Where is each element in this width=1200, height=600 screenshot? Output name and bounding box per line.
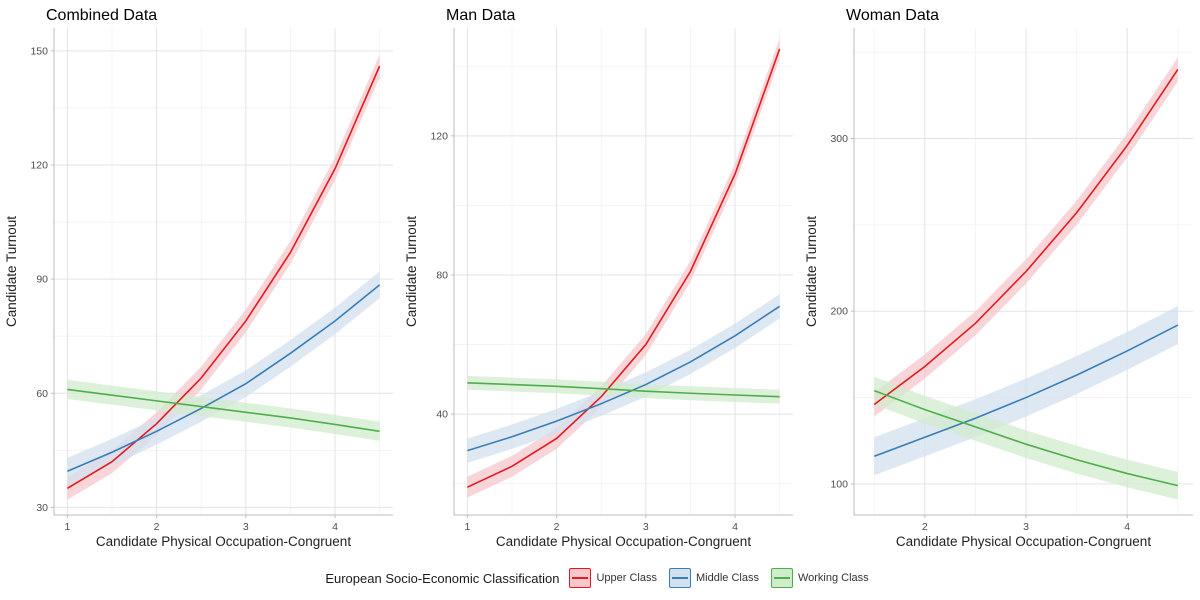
line-working-class <box>67 388 380 433</box>
y-tick-label: 200 <box>830 306 848 318</box>
legend-item-middle-class: Middle Class <box>668 568 759 588</box>
x-tick-label: 4 <box>1124 521 1130 533</box>
legend: European Socio-Economic Classification U… <box>0 564 1200 592</box>
panel-combined-data: 1 2 3 4 30 60 90 120 150 Combined Data Candidate P… <box>4 7 393 549</box>
panel-woman-data: 2 3 4 100 200 300 Woman Data Candidate Physical… <box>804 7 1193 549</box>
y-axis-title: Candidate Turnout <box>4 216 19 327</box>
ribbon-upper-class <box>874 57 1178 417</box>
line-middle-class <box>873 324 1179 458</box>
legend-label-working-class: Working Class <box>797 572 869 584</box>
legend-key-middle-class <box>668 568 691 588</box>
panel-title: Woman Data <box>846 7 939 24</box>
x-tick-label: 1 <box>64 521 70 533</box>
legend-label-middle-class: Middle Class <box>695 572 759 584</box>
x-axis-title: Candidate Physical Occupation-Congruent <box>96 534 351 549</box>
x-tick-label: 2 <box>154 521 160 533</box>
line-upper-class <box>873 69 1179 406</box>
x-tick-label: 3 <box>243 521 249 533</box>
y-tick-label: 300 <box>830 133 848 145</box>
x-axis-title: Candidate Physical Occupation-Congruent <box>496 534 751 549</box>
legend-label-upper-class: Upper Class <box>596 572 657 584</box>
line-middle-class <box>467 305 781 452</box>
x-axis-title: Candidate Physical Occupation-Congruent <box>896 534 1151 549</box>
y-tick-label: 30 <box>36 502 48 514</box>
line-upper-class <box>66 65 381 490</box>
x-tick-label: 3 <box>1023 521 1029 533</box>
legend-key-upper-class <box>569 568 592 588</box>
y-tick-label: 150 <box>30 45 48 57</box>
y-tick-label: 80 <box>436 269 448 281</box>
legend-key-working-class <box>770 568 793 588</box>
line-upper-class <box>467 48 781 488</box>
x-tick-label: 3 <box>643 521 649 533</box>
x-tick-label: 4 <box>332 521 338 533</box>
ribbon-middle-class <box>67 271 380 485</box>
x-tick-label: 4 <box>732 521 738 533</box>
line-working-class <box>873 389 1179 487</box>
y-tick-label: 60 <box>36 388 48 400</box>
ribbon-working-class <box>874 376 1178 500</box>
y-axis-title: Candidate Turnout <box>804 216 819 327</box>
legend-title: European Socio-Economic Classification <box>325 570 560 586</box>
line-working-class <box>467 382 780 398</box>
x-tick-label: 2 <box>922 521 928 533</box>
panel-man-data: 1 2 3 4 40 80 120 Man Data Candidate Physical Oc… <box>404 7 793 549</box>
panel-title: Combined Data <box>46 7 157 24</box>
legend-item-working-class: Working Class <box>770 568 869 588</box>
y-tick-label: 120 <box>430 130 448 142</box>
legend-item-upper-class: Upper Class <box>569 568 657 588</box>
y-tick-label: 90 <box>36 274 48 286</box>
ribbon-working-class <box>67 379 380 441</box>
y-tick-label: 120 <box>30 159 48 171</box>
line-middle-class <box>67 284 381 472</box>
x-tick-label: 2 <box>554 521 560 533</box>
panel-title: Man Data <box>446 7 515 24</box>
ribbon-middle-class <box>874 306 1178 476</box>
x-tick-label: 1 <box>464 521 470 533</box>
y-tick-label: 100 <box>830 478 848 490</box>
y-tick-label: 40 <box>436 409 448 421</box>
y-axis-title: Candidate Turnout <box>404 216 419 327</box>
ribbon-middle-class <box>467 294 780 463</box>
